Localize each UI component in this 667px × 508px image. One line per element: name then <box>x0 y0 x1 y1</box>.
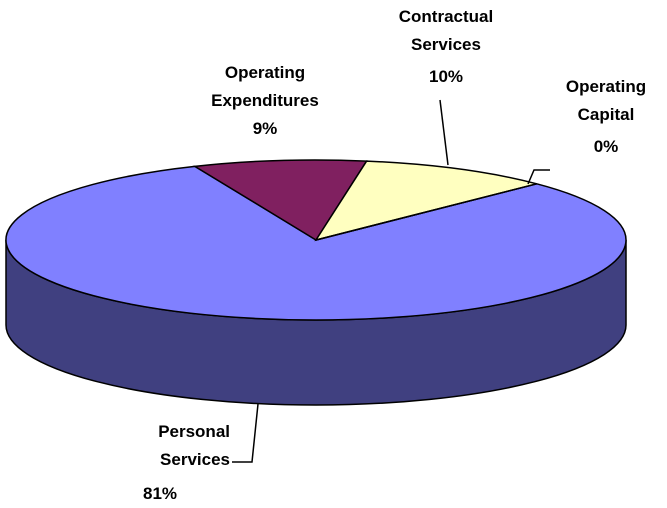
leader-line <box>527 169 550 185</box>
slice-label: Operating Expenditures <box>211 63 319 110</box>
slice-value-label: 9% <box>252 119 278 138</box>
slice-label: Operating Capital <box>565 77 647 124</box>
pie-slice <box>5 165 627 321</box>
leader-line <box>232 403 259 463</box>
slice-value-label: 81% <box>142 484 178 503</box>
slice-label: Personal Services <box>158 422 230 469</box>
slice-label: Contractual Services <box>398 7 494 54</box>
pie-slice <box>314 160 537 242</box>
slice-value-label: 0% <box>593 137 619 156</box>
pie-slice <box>192 159 368 242</box>
slice-value-label: 10% <box>428 67 464 86</box>
pie-slice <box>315 183 537 241</box>
leader-line <box>439 99 449 166</box>
pie-tops <box>5 159 627 321</box>
